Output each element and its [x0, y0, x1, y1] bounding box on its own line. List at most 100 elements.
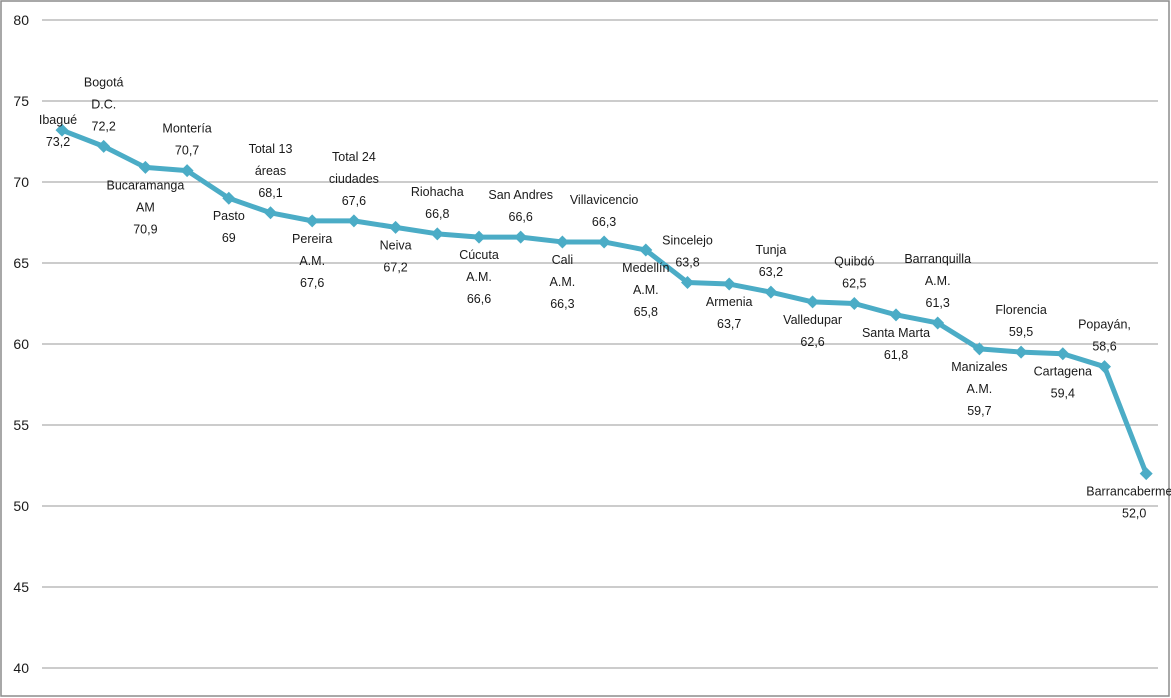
data-label-line: 63,2	[759, 265, 783, 279]
data-label: Cartagena 59,4	[1034, 365, 1092, 401]
data-label-line: 65,8	[634, 305, 658, 319]
data-label-line: Montería	[162, 122, 211, 136]
data-label-line: Tunja	[755, 243, 786, 257]
data-label-line: Popayán,	[1078, 318, 1131, 332]
data-label: Santa Marta 61,8	[862, 326, 930, 362]
data-label: Barranquilla A.M. 61,3	[904, 252, 971, 310]
data-point	[472, 230, 486, 244]
y-tick-label: 80	[13, 12, 29, 28]
data-label-line: 67,2	[383, 260, 407, 274]
y-tick-label: 45	[13, 579, 29, 595]
data-label-line: Pasto	[213, 209, 245, 223]
data-label-line: áreas	[255, 164, 286, 178]
data-point	[222, 191, 236, 205]
data-label: Armenia 63,7	[706, 295, 753, 331]
data-point	[264, 206, 277, 220]
data-label-line: 66,3	[592, 215, 616, 229]
data-label-line: 59,5	[1009, 325, 1033, 339]
data-point	[555, 235, 569, 249]
data-label-line: 62,6	[800, 335, 824, 349]
data-label: Cúcuta A.M. 66,6	[459, 248, 499, 306]
data-label-line: 61,8	[884, 348, 908, 362]
data-label-line: 67,6	[300, 276, 324, 290]
data-point	[764, 285, 778, 299]
data-label: Riohacha 66,8	[411, 185, 464, 221]
data-label-line: Barrancabermeja	[1086, 485, 1171, 499]
data-label-line: 66,3	[550, 297, 574, 311]
data-point	[55, 123, 69, 137]
data-label-line: 59,4	[1051, 387, 1075, 401]
data-point	[1139, 467, 1153, 481]
data-label-line: Santa Marta	[862, 326, 930, 340]
data-label-line: 61,3	[926, 296, 950, 310]
data-series	[55, 123, 1153, 481]
data-point	[389, 220, 403, 234]
gridlines	[42, 19, 1158, 669]
data-label-line: Florencia	[995, 303, 1046, 317]
data-label: Montería 70,7	[162, 122, 211, 158]
data-point	[1014, 345, 1028, 359]
data-point	[1098, 360, 1111, 374]
data-label-line: 59,7	[967, 404, 991, 418]
data-label-line: 70,7	[175, 144, 199, 158]
data-label-line: Cúcuta	[459, 248, 499, 262]
data-label: Barrancabermeja 52,0	[1086, 485, 1171, 521]
data-label: Cali A.M. 66,3	[550, 253, 576, 311]
data-label-line: Manizales	[951, 360, 1007, 374]
data-label: Medellín A.M. 65,8	[622, 261, 669, 319]
data-label: Manizales A.M. 59,7	[951, 360, 1007, 418]
data-label-line: 66,6	[509, 210, 533, 224]
data-label-line: 63,7	[717, 317, 741, 331]
data-label-line: Quibdó	[834, 255, 874, 269]
data-label-line: Medellín	[622, 261, 669, 275]
data-label-line: ciudades	[329, 172, 379, 186]
y-tick-label: 75	[13, 93, 29, 109]
y-tick-label: 40	[13, 660, 29, 676]
data-label-line: A.M.	[633, 283, 659, 297]
data-label: Quibdó 62,5	[834, 255, 874, 291]
data-label-line: A.M.	[925, 274, 951, 288]
data-label-line: 72,2	[92, 119, 116, 133]
data-label-line: A.M.	[466, 270, 492, 284]
data-label-line: Valledupar	[783, 313, 842, 327]
data-point	[180, 164, 194, 178]
data-point	[138, 160, 152, 174]
data-point	[97, 139, 111, 153]
data-label: Bucaramanga AM 70,9	[106, 178, 184, 236]
data-label-line: Barranquilla	[904, 252, 971, 266]
data-label-line: Riohacha	[411, 185, 464, 199]
data-label-line: Cali	[552, 253, 574, 267]
data-label-line: San Andres	[488, 188, 553, 202]
data-label: Pasto 69	[213, 209, 245, 245]
data-point	[1056, 347, 1070, 361]
data-label-line: Armenia	[706, 295, 753, 309]
y-axis: 40 45 50 55 60 65 70 75 80	[13, 12, 29, 676]
data-label-line: D.C.	[91, 97, 116, 111]
data-point	[972, 342, 986, 356]
data-label: Bogotá D.C. 72,2	[84, 75, 124, 133]
data-point	[806, 295, 820, 309]
data-label-line: 63,8	[675, 255, 699, 269]
y-tick-label: 70	[13, 174, 29, 190]
data-label-line: 69	[222, 231, 236, 245]
data-label-line: A.M.	[550, 275, 576, 289]
data-point	[722, 277, 736, 291]
data-label-line: 66,6	[467, 292, 491, 306]
data-label-line: 52,0	[1122, 507, 1146, 521]
data-label-line: 68,1	[258, 186, 282, 200]
data-point	[597, 235, 611, 249]
data-label: Tunja 63,2	[755, 243, 786, 279]
data-label-line: 66,8	[425, 207, 449, 221]
data-label-line: 62,5	[842, 277, 866, 291]
data-label-line: 73,2	[46, 135, 70, 149]
data-point	[889, 308, 903, 322]
data-point	[514, 230, 528, 244]
data-label-line: A.M.	[299, 254, 325, 268]
data-point	[931, 316, 945, 330]
data-point	[430, 227, 444, 241]
data-label: San Andres 66,6	[488, 188, 553, 224]
data-label-line: AM	[136, 200, 155, 214]
data-label-line: A.M.	[967, 382, 993, 396]
